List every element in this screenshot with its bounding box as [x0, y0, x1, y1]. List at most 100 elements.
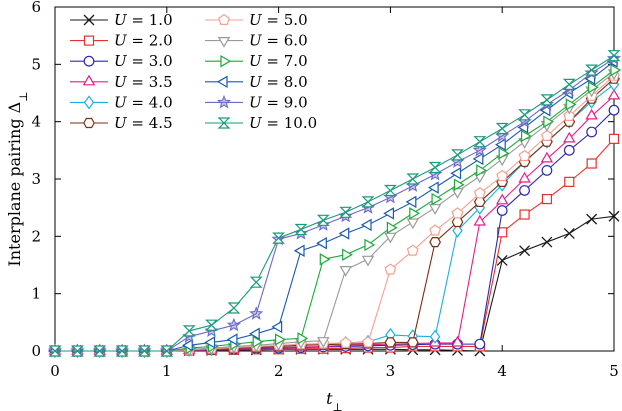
data-point-11-20: [495, 122, 509, 135]
legend-label-11: U = 10.0: [249, 114, 317, 132]
data-point-6-20: [496, 169, 509, 182]
x-tick-label-4: 4: [497, 362, 507, 380]
data-point-11-14: [361, 196, 375, 208]
data-point-11-13: [339, 206, 353, 218]
data-point-4-18: [452, 223, 463, 238]
data-point-6-13: [339, 336, 352, 348]
data-point-9-15: [383, 207, 394, 220]
y-tick-label-2: 2: [31, 227, 41, 245]
data-point-9-9: [249, 327, 260, 341]
data-point-5-17: [429, 237, 441, 248]
data-point-4-17: [429, 329, 441, 344]
legend-item-9: U = 8.0: [205, 73, 308, 91]
legend-swatch-marker-5: [83, 117, 95, 129]
data-point-7-13: [339, 266, 352, 277]
legend-label-10: U = 9.0: [249, 93, 308, 111]
legend-label-4: U = 4.0: [114, 93, 173, 111]
data-point-9-8: [226, 333, 238, 346]
data-point-7-15: [384, 232, 397, 244]
data-point-8-10: [275, 333, 286, 346]
data-point-6-19: [473, 187, 486, 199]
data-point-0-21: [519, 245, 531, 257]
data-point-11-25: [607, 50, 621, 62]
data-point-8-24: [587, 81, 599, 94]
data-point-11-8: [227, 302, 241, 314]
series-2: [49, 104, 620, 357]
data-point-8-14: [364, 238, 376, 252]
legend-swatch-marker-3: [82, 74, 96, 86]
data-point-11-1: [70, 345, 84, 357]
data-point-9-18: [450, 167, 462, 180]
data-point-5-16: [406, 337, 419, 348]
data-point-0-24: [586, 213, 598, 225]
data-point-3-18: [451, 335, 464, 347]
axis-ticks: 0 1 2 3 4 5 0 1 2 3 4 5 6: [31, 0, 618, 380]
data-point-1-20: [497, 227, 508, 238]
series-line-0: [55, 215, 615, 352]
data-point-8-19: [476, 164, 487, 177]
data-point-8-21: [520, 129, 532, 143]
legend-item-8: U = 7.0: [205, 52, 308, 70]
data-point-8-17: [431, 192, 443, 206]
series-11: [48, 50, 621, 357]
data-point-6-15: [384, 263, 397, 275]
legend-label-2: U = 3.0: [114, 52, 173, 70]
data-point-3-21: [518, 171, 531, 183]
series-line-1: [55, 138, 615, 352]
data-point-7-14: [361, 255, 375, 267]
legend-label-1: U = 2.0: [114, 32, 173, 50]
series-0: [49, 210, 620, 357]
series-line-3: [55, 95, 615, 352]
data-point-9-16: [405, 195, 417, 209]
data-point-11-5: [160, 345, 174, 357]
legend-swatch-marker-2: [83, 55, 95, 67]
data-point-8-13: [342, 248, 353, 261]
legend-swatch-marker-0: [83, 14, 95, 26]
data-point-3-24: [585, 108, 598, 120]
data-point-11-15: [383, 184, 397, 197]
legend-swatch-marker-9: [216, 75, 228, 89]
data-point-7-18: [451, 188, 464, 199]
y-tick-label-3: 3: [31, 170, 41, 188]
data-point-11-6: [182, 325, 196, 337]
data-point-8-18: [453, 178, 465, 191]
data-point-1-23: [564, 176, 575, 187]
data-point-11-16: [406, 173, 420, 185]
legend-swatch-marker-8: [220, 54, 232, 68]
data-point-8-11: [297, 332, 309, 345]
legend-item-2: U = 3.0: [70, 52, 173, 70]
data-point-1-25: [608, 133, 620, 144]
y-tick-label-4: 4: [31, 113, 41, 131]
data-point-3-25: [607, 88, 621, 100]
data-point-10-19: [472, 142, 487, 157]
series-1: [49, 133, 620, 357]
legend-swatch-marker-11: [217, 117, 231, 129]
legend-swatch-marker-1: [83, 35, 95, 46]
data-point-11-3: [115, 345, 129, 357]
data-point-2-20: [496, 205, 508, 216]
legend-item-3: U = 3.5: [70, 73, 173, 91]
data-point-9-20: [495, 138, 506, 151]
data-point-8-20: [498, 146, 510, 160]
legend-item-6: U = 5.0: [205, 11, 308, 29]
data-point-9-10: [271, 320, 283, 334]
data-point-11-9: [249, 276, 263, 288]
legend-item-0: U = 1.0: [70, 11, 173, 29]
data-point-1-22: [541, 193, 553, 205]
data-point-3-23: [563, 131, 576, 143]
data-point-6-18: [451, 207, 464, 219]
data-point-11-17: [428, 161, 442, 174]
data-point-7-16: [406, 218, 420, 230]
data-point-6-22: [540, 129, 553, 141]
y-tick-label-1: 1: [31, 285, 41, 303]
data-point-11-7: [205, 319, 218, 331]
data-point-6-23: [563, 109, 576, 122]
data-point-9-11: [293, 244, 305, 257]
data-point-6-14: [362, 336, 375, 348]
data-point-5-18: [451, 216, 464, 228]
series-line-2: [55, 109, 615, 352]
data-point-8-15: [386, 221, 398, 234]
data-point-11-12: [316, 214, 330, 226]
data-point-9-14: [360, 218, 372, 232]
data-point-3-20: [495, 193, 509, 205]
